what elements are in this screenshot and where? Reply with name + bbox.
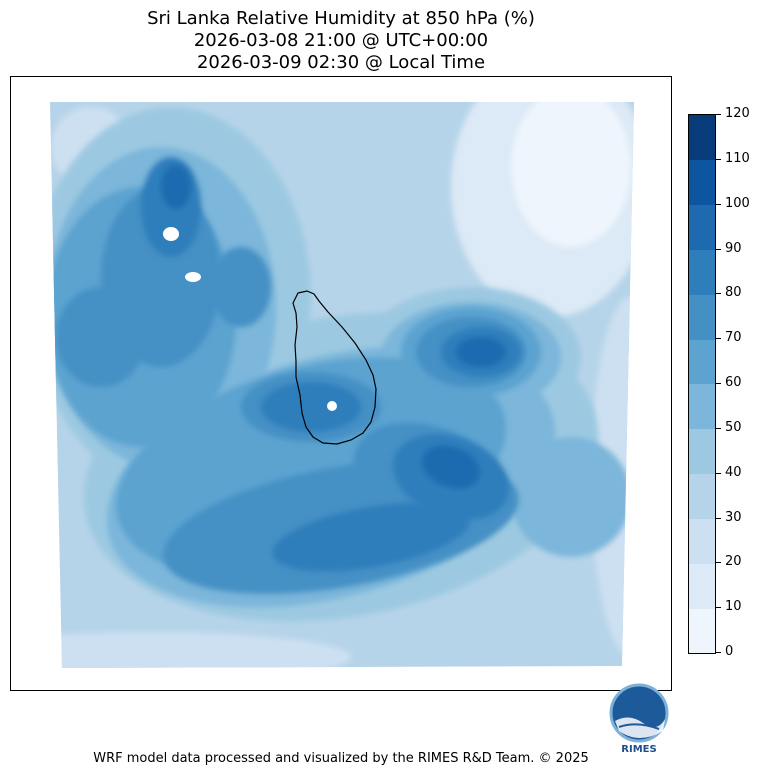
colorbar-band: [689, 115, 715, 161]
colorbar-band: [689, 608, 715, 654]
colorbar-tick-label: 110: [725, 150, 750, 166]
map-axes: RIMES: [10, 76, 672, 755]
colorbar-tick: [716, 427, 721, 429]
colorbar-band: [689, 518, 715, 564]
colorbar-tick: [716, 114, 721, 115]
colorbar-band: [689, 294, 715, 340]
colorbar-tick: [716, 293, 721, 295]
humidity-contour-region: [261, 382, 361, 432]
chart-subtitle-utc: 2026-03-08 21:00 @ UTC+00:00: [193, 30, 489, 51]
humidity-contour-region: [421, 445, 481, 489]
svg-text:RIMES: RIMES: [621, 744, 656, 755]
colorbar: [688, 114, 716, 654]
footer-credit: WRF model data processed and visualized …: [93, 751, 589, 766]
chart-title: Sri Lanka Relative Humidity at 850 hPa (…: [147, 8, 535, 29]
humidity-contour-region: [56, 287, 146, 387]
missing-data-patch: [327, 401, 337, 411]
colorbar-tick-label: 70: [725, 330, 742, 346]
humidity-contour-region: [456, 337, 506, 367]
colorbar-tick-label: 20: [725, 554, 742, 570]
colorbar-tick: [716, 607, 721, 609]
colorbar-tick: [716, 383, 721, 384]
colorbar-band: [689, 428, 715, 475]
colorbar-tick-label: 100: [725, 195, 750, 211]
humidity-contour-map: [50, 102, 634, 668]
colorbar-tick: [716, 158, 721, 160]
chart-subtitle-local: 2026-03-09 02:30 @ Local Time: [196, 52, 486, 73]
colorbar-band: [689, 204, 715, 250]
colorbar-tick-label: 50: [725, 419, 742, 435]
colorbar-tick: [716, 203, 721, 205]
colorbar-tick: [716, 248, 721, 250]
humidity-contour-region: [272, 502, 470, 572]
humidity-contour-region: [211, 247, 271, 327]
colorbar-band: [689, 563, 715, 609]
humidity-contour-region: [511, 437, 631, 557]
missing-data-patch: [163, 227, 179, 241]
colorbar-tick-label: 120: [725, 106, 750, 121]
colorbar-tick: [716, 517, 721, 519]
humidity-contour-region: [161, 165, 191, 209]
rimes-logo: RIMES: [609, 683, 669, 755]
colorbar-tick-label: 80: [725, 285, 742, 301]
colorbar-band: [689, 249, 715, 295]
colorbar-tick: [716, 472, 721, 474]
colorbar-tick: [716, 652, 721, 653]
colorbar-band: [689, 159, 715, 206]
humidity-contour-region: [511, 102, 631, 247]
colorbar-band: [689, 473, 715, 519]
colorbar-tick-label: 40: [725, 464, 742, 480]
colorbar-band: [689, 384, 715, 430]
colorbar-tick-label: 60: [725, 375, 742, 390]
colorbar-tick-label: 10: [725, 599, 742, 615]
colorbar-tick-label: 30: [725, 509, 742, 525]
colorbar-tick: [716, 562, 721, 564]
colorbar-tick-label: 90: [725, 240, 742, 256]
missing-data-patch: [185, 272, 201, 282]
sri-lanka-coastline: [292, 290, 377, 445]
colorbar-band: [689, 339, 715, 385]
colorbar-tick: [716, 338, 721, 340]
colorbar-tick-label: 0: [725, 644, 734, 659]
